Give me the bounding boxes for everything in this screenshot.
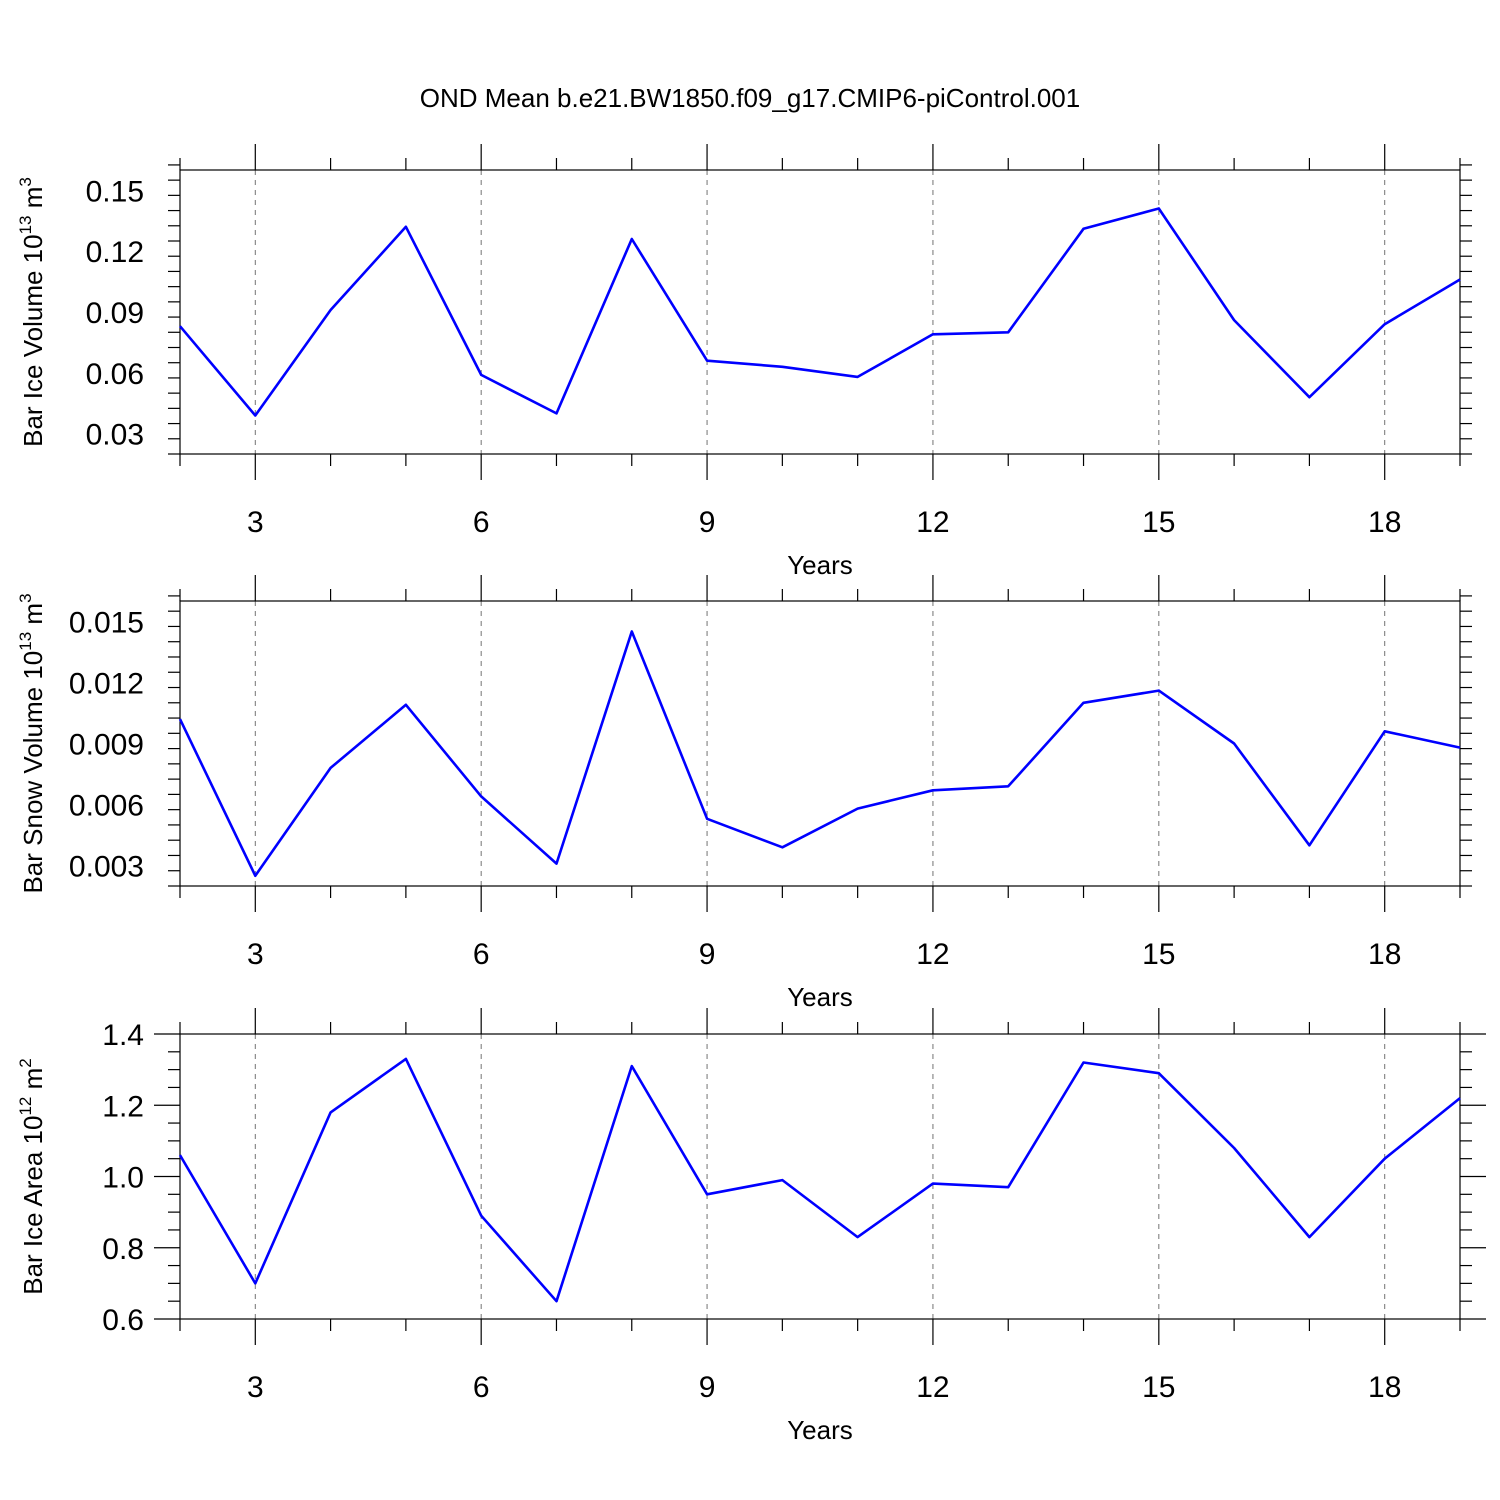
- chart-title: OND Mean b.e21.BW1850.f09_g17.CMIP6-piCo…: [420, 83, 1080, 113]
- y-tick-label: 0.15: [86, 175, 144, 208]
- plot-frame: [179, 1033, 1461, 1320]
- y-axis-label-main: Bar Ice Volume 10: [18, 234, 48, 446]
- x-axis-label: Years: [787, 550, 853, 580]
- y-axis-label-main: Bar Snow Volume 10: [18, 651, 48, 894]
- panel-snow-volume: 0.003 0.006 0.009 0.012 0.015 3 6 9 12 15 18 Years B…: [16, 575, 1472, 1012]
- y-tick-label: 0.09: [86, 297, 144, 330]
- y-axis-label: Bar Snow Volume 1013 m3: [16, 593, 48, 893]
- y-tick-label: 0.003: [69, 851, 144, 884]
- y-axis-label: Bar Ice Area 1012 m2: [16, 1058, 48, 1295]
- x-axis-label: Years: [787, 982, 853, 1012]
- x-tick-label: 6: [473, 1371, 490, 1404]
- y-axis-label-exponent: 13: [16, 632, 35, 651]
- x-tick-label: 15: [1142, 506, 1175, 539]
- y-axis-label: Bar Ice Volume 1013 m3: [16, 177, 48, 447]
- y-tick-label: 1.4: [102, 1019, 144, 1052]
- x-tick-label: 3: [247, 938, 264, 971]
- x-tick-label: 18: [1368, 1371, 1401, 1404]
- x-tick-label: 6: [473, 938, 490, 971]
- x-tick-label: 9: [699, 1371, 716, 1404]
- y-axis-label-unit-exponent: 2: [16, 1058, 35, 1067]
- x-tick-label: 9: [699, 938, 716, 971]
- plot-frame: [179, 600, 1461, 887]
- y-axis-label-unit-exponent: 3: [16, 593, 35, 602]
- y-axis-label-unit-exponent: 3: [16, 177, 35, 186]
- series-line-ice-volume: [179, 207, 1461, 417]
- y-tick-label: 0.012: [69, 667, 144, 700]
- y-tick-label: 0.006: [69, 790, 144, 823]
- x-tick-label: 15: [1142, 1371, 1175, 1404]
- y-axis-label-unit: m: [18, 187, 48, 216]
- y-tick-label: 0.015: [69, 606, 144, 639]
- x-tick-label: 6: [473, 506, 490, 539]
- panel-ice-area: 0.6 0.8 1.0 1.2 1.4 3 6 9 12 15 18 Years Bar Ice Are…: [16, 1008, 1486, 1445]
- y-axis-label-unit: m: [18, 1068, 48, 1097]
- y-tick-label: 0.06: [86, 358, 144, 391]
- y-tick-label: 1.0: [102, 1162, 144, 1195]
- y-tick-label: 0.009: [69, 729, 144, 762]
- y-axis-label-main: Bar Ice Area 10: [18, 1116, 48, 1295]
- y-axis-label-exponent: 12: [16, 1097, 35, 1116]
- y-tick-label: 1.2: [102, 1090, 144, 1123]
- x-tick-label: 15: [1142, 938, 1175, 971]
- series-line-snow-volume: [178, 630, 1461, 878]
- x-tick-label: 12: [916, 1371, 949, 1404]
- x-tick-label: 12: [916, 506, 949, 539]
- x-tick-label: 9: [699, 506, 716, 539]
- y-tick-label: 0.6: [102, 1304, 144, 1337]
- x-tick-label: 3: [247, 1371, 264, 1404]
- y-tick-label: 0.03: [86, 419, 144, 452]
- panel-ice-volume: 0.03 0.06 0.09 0.12 0.15 3 6 9 12 15 18 Years Bar Ic…: [16, 144, 1472, 580]
- x-tick-label: 12: [916, 938, 949, 971]
- plot-frame: [179, 169, 1461, 455]
- x-tick-label: 3: [247, 506, 264, 539]
- y-tick-label: 0.8: [102, 1233, 144, 1266]
- y-axis-label-unit: m: [18, 603, 48, 632]
- x-tick-label: 18: [1368, 506, 1401, 539]
- y-axis-label-exponent: 13: [16, 215, 35, 234]
- x-axis-label: Years: [787, 1415, 853, 1445]
- panels: 0.03 0.06 0.09 0.12 0.15 3 6 9 12 15 18 Years Bar Ic…: [16, 144, 1486, 1445]
- x-tick-label: 18: [1368, 938, 1401, 971]
- series-line-ice-area: [178, 1057, 1461, 1303]
- y-tick-label: 0.12: [86, 236, 144, 269]
